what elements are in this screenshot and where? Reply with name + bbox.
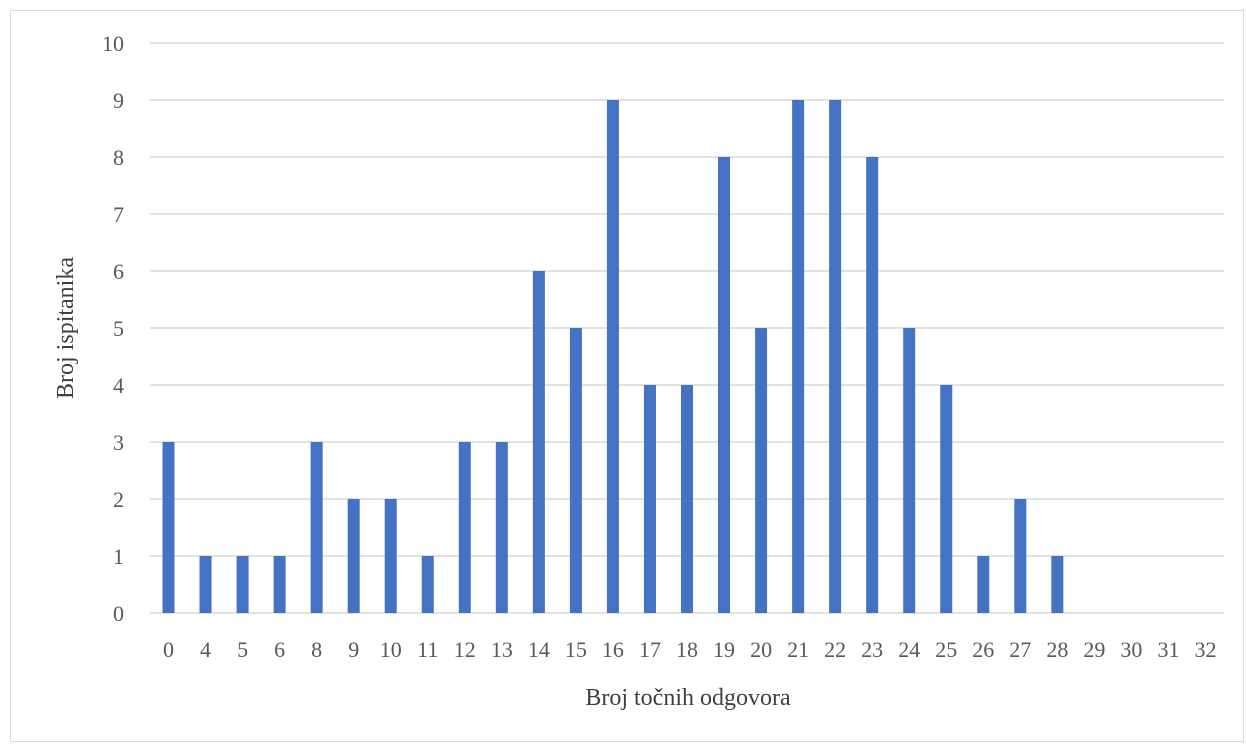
x-tick-label: 5 [237, 637, 248, 662]
x-tick-label: 19 [713, 637, 735, 662]
x-tick-label: 0 [163, 637, 174, 662]
y-tick-label: 8 [113, 145, 124, 170]
x-tick-label: 4 [200, 637, 211, 662]
x-tick-label: 15 [565, 637, 587, 662]
y-tick-label: 2 [113, 487, 124, 512]
x-tick-label: 27 [1009, 637, 1031, 662]
x-tick-label: 17 [639, 637, 661, 662]
x-tick-label: 20 [750, 637, 772, 662]
x-tick-labels: 0 4 5 6 8 9 10 11 12 13 14 15 16 17 18 19 20 21 22 23 24 25 26… [163, 637, 1216, 662]
bar-28 [1051, 556, 1064, 613]
bar-18 [681, 385, 693, 613]
bar-6 [273, 556, 286, 613]
bar-10 [384, 499, 397, 613]
y-tick-label: 4 [113, 373, 124, 398]
x-tick-label: 30 [1120, 637, 1142, 662]
x-tick-label: 12 [454, 637, 476, 662]
x-tick-label: 32 [1194, 637, 1216, 662]
y-tick-label: 1 [113, 544, 124, 569]
bar-11 [421, 556, 434, 613]
x-tick-label: 14 [528, 637, 550, 662]
x-axis-title: Broj točnih odgovora [585, 685, 791, 711]
bar-21 [792, 100, 805, 613]
bar-16 [606, 100, 619, 613]
y-tick-label: 9 [113, 88, 124, 113]
bar-5 [236, 556, 249, 613]
y-tick-label: 0 [113, 601, 124, 626]
chart-frame [10, 10, 1244, 742]
bar-19 [718, 157, 731, 613]
bar-23 [866, 157, 879, 613]
bar-24 [903, 328, 916, 613]
bar-26 [977, 556, 990, 613]
bar-20 [755, 328, 768, 613]
x-tick-label: 6 [274, 637, 285, 662]
y-tick-label: 7 [113, 202, 124, 227]
bar-25 [940, 385, 953, 613]
x-tick-label: 16 [602, 637, 624, 662]
y-axis-title: Broj ispitanika [53, 257, 79, 399]
y-tick-label: 6 [113, 259, 124, 284]
bars [162, 100, 1064, 613]
gridlines [150, 42, 1224, 614]
bar-4 [199, 556, 212, 613]
x-tick-label: 10 [380, 637, 402, 662]
x-tick-label: 31 [1157, 637, 1179, 662]
x-tick-label: 21 [787, 637, 809, 662]
x-tick-label: 13 [491, 637, 513, 662]
y-tick-labels: 0 1 2 3 4 5 6 7 8 9 10 [102, 31, 124, 626]
x-tick-label: 28 [1046, 637, 1068, 662]
y-tick-label: 10 [102, 31, 124, 56]
bar-22 [829, 100, 842, 613]
bar-17 [643, 385, 656, 613]
bar-8 [310, 442, 323, 613]
x-tick-label: 8 [311, 637, 322, 662]
bar-27 [1014, 499, 1027, 613]
y-tick-label: 3 [113, 430, 124, 455]
x-tick-label: 24 [898, 637, 920, 662]
x-tick-label: 11 [417, 637, 438, 662]
x-tick-label: 18 [676, 637, 698, 662]
x-tick-label: 26 [972, 637, 994, 662]
x-tick-label: 25 [935, 637, 957, 662]
bar-14 [532, 271, 545, 613]
x-tick-label: 29 [1083, 637, 1105, 662]
x-tick-label: 23 [861, 637, 883, 662]
x-tick-label: 9 [348, 637, 359, 662]
y-tick-label: 5 [113, 316, 124, 341]
bar-12 [458, 442, 471, 613]
bar-9 [347, 499, 360, 613]
bar-13 [495, 442, 508, 613]
bar-0 [162, 442, 175, 613]
x-tick-label: 22 [824, 637, 846, 662]
bar-15 [569, 328, 582, 613]
